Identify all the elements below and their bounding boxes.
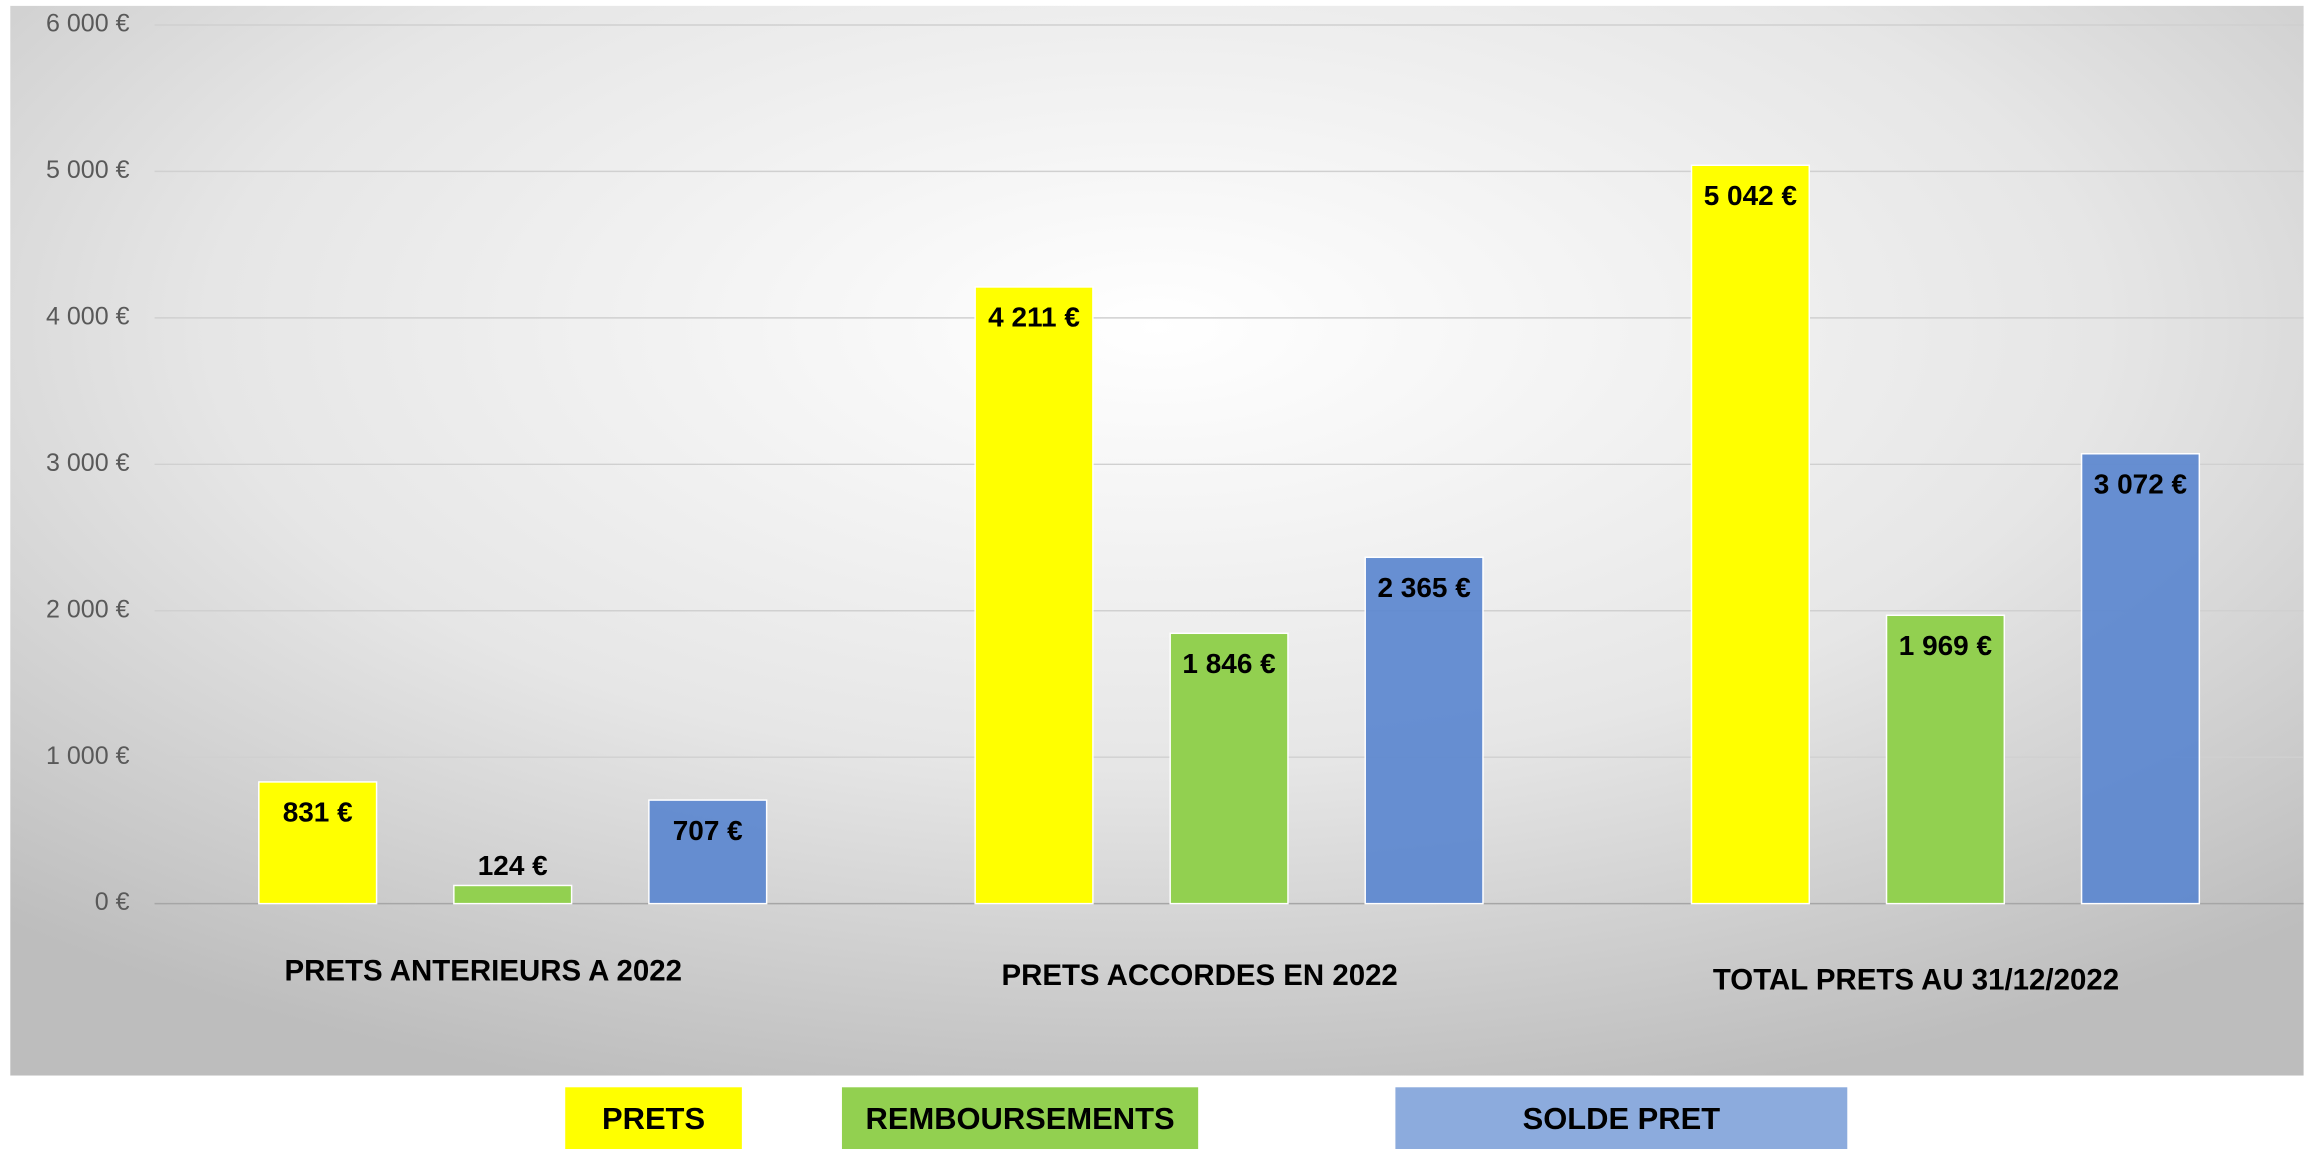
y-tick-label: 4 000 € [46,302,130,330]
bar [453,884,573,905]
legend-label: PRETS [602,1101,705,1136]
data-label: 831 € [283,797,353,828]
y-tick-label: 2 000 € [46,595,130,623]
legend-swatch [841,1087,1199,1149]
bar [974,286,1094,905]
plot-background [10,5,2304,1076]
legend-label: SOLDE PRET [1523,1101,1721,1136]
bar [2080,453,2201,905]
legend-swatch [1395,1087,1848,1149]
data-label: 1 846 € [1182,648,1276,679]
data-label: 707 € [673,815,743,846]
data-label: 124 € [478,850,548,881]
y-tick-label: 1 000 € [46,742,130,770]
data-label: 2 365 € [1377,572,1471,603]
data-label: 5 042 € [1704,180,1798,211]
y-tick-label: 6 000 € [46,10,130,38]
bar [648,799,768,905]
data-label: 3 072 € [2094,468,2188,499]
data-label: 4 211 € [988,302,1080,333]
bar [1885,614,2006,905]
bar [1364,556,1484,905]
bar [1690,164,1810,905]
data-label: 1 969 € [1899,630,1993,661]
y-tick-label: 3 000 € [46,449,130,477]
y-tick-label: 0 € [95,888,130,916]
x-tick-label: PRETS ACCORDES EN 2022 [1001,959,1397,992]
legend-swatch [565,1087,742,1149]
legend-label: REMBOURSEMENTS [866,1101,1175,1136]
x-tick-label: PRETS ANTERIEURS A 2022 [285,954,682,987]
y-tick-label: 5 000 € [46,156,130,184]
x-tick-label: TOTAL PRETS AU 31/12/2022 [1713,963,2119,996]
bar [258,781,378,905]
bar [1169,632,1289,905]
